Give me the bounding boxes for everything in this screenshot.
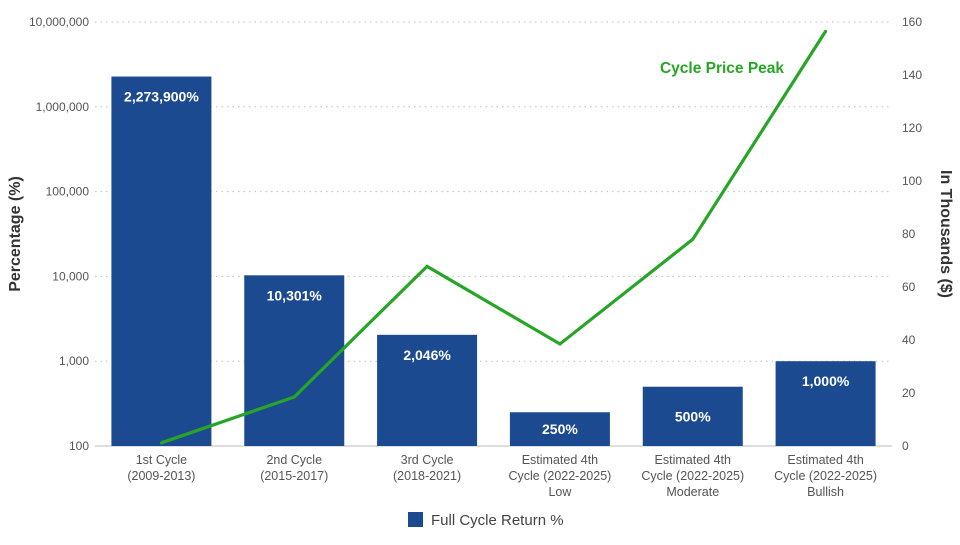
bar — [642, 386, 743, 446]
x-category-label: Bullish — [807, 485, 844, 499]
labels: 100 1,000 10,000 100,000 1,000,000 10,000,000… — [7, 15, 954, 529]
bar — [244, 275, 345, 446]
x-category-label: Estimated 4th — [655, 453, 731, 467]
bar-value-label: 1,000% — [802, 373, 850, 389]
bar-value-label: 2,273,900% — [124, 89, 199, 105]
price-peak-point — [691, 237, 695, 241]
x-category-label: Low — [548, 485, 572, 499]
x-category-label: (2009-2013) — [127, 469, 195, 483]
x-category-label: 2nd Cycle — [266, 453, 322, 467]
legend-swatch — [408, 512, 423, 527]
y-left-tick-label: 10,000 — [52, 269, 89, 283]
x-category-label: Cycle (2022-2025) — [641, 469, 744, 483]
x-category-label: Cycle (2022-2025) — [774, 469, 877, 483]
x-category-label: (2018-2021) — [393, 469, 461, 483]
y-right-tick-label: 40 — [902, 333, 916, 347]
bar-value-label: 250% — [542, 421, 578, 437]
y-right-tick-label: 100 — [902, 174, 922, 188]
y-right-tick-label: 0 — [902, 439, 909, 453]
price-peak-point — [425, 264, 429, 268]
y-left-tick-label: 100,000 — [46, 185, 90, 199]
y-left-axis-title: Percentage (%) — [7, 176, 24, 292]
bar-value-label: 10,301% — [267, 287, 323, 303]
x-category-label: Estimated 4th — [787, 453, 863, 467]
y-left-tick-label: 1,000 — [59, 354, 89, 368]
x-category-label: (2015-2017) — [260, 469, 328, 483]
y-right-tick-label: 120 — [902, 121, 922, 135]
x-category-label: 3rd Cycle — [401, 453, 454, 467]
x-category-label: Estimated 4th — [522, 453, 598, 467]
y-right-tick-label: 140 — [902, 68, 922, 82]
y-right-axis-title: In Thousands ($) — [937, 170, 954, 298]
y-right-tick-label: 80 — [902, 227, 916, 241]
bar-value-label: 2,046% — [403, 347, 451, 363]
bar — [775, 361, 876, 446]
y-left-tick-label: 100 — [69, 439, 89, 453]
price-line-label: Cycle Price Peak — [660, 60, 784, 77]
x-category-label: 1st Cycle — [136, 453, 187, 467]
x-category-label: Moderate — [666, 485, 719, 499]
bars — [111, 76, 876, 447]
legend-label: Full Cycle Return % — [431, 512, 564, 529]
y-left-tick-label: 10,000,000 — [29, 15, 89, 29]
y-left-tick-label: 1,000,000 — [36, 100, 90, 114]
price-peak-point — [824, 29, 828, 33]
y-right-tick-label: 60 — [902, 280, 916, 294]
y-right-tick-label: 20 — [902, 386, 916, 400]
price-line-layer — [159, 29, 828, 445]
gridlines — [95, 21, 892, 447]
y-right-tick-label: 160 — [902, 15, 922, 29]
bar-value-label: 500% — [675, 408, 711, 424]
price-peak-line — [160, 30, 827, 445]
price-peak-point — [292, 395, 296, 399]
bar — [377, 334, 478, 446]
bar — [111, 76, 212, 447]
x-category-label: Cycle (2022-2025) — [508, 469, 611, 483]
bar — [509, 412, 610, 446]
price-peak-point — [558, 342, 562, 346]
price-peak-point — [159, 441, 163, 445]
